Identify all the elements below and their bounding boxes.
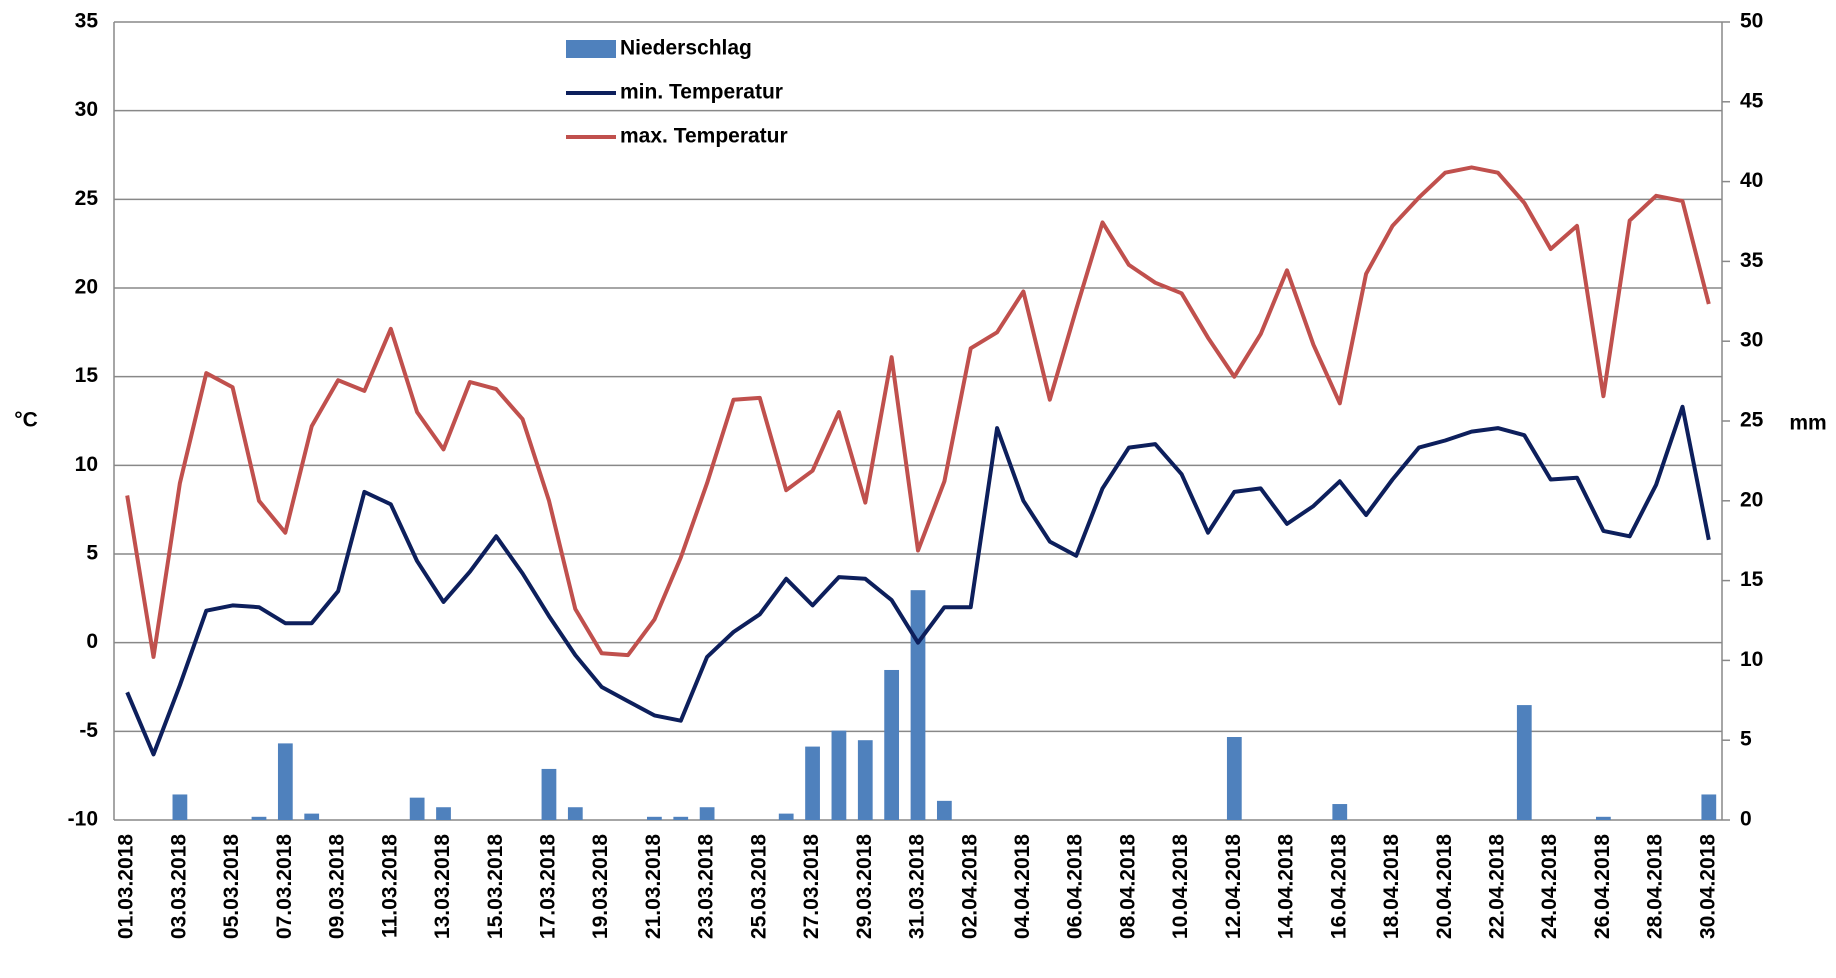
y-tick-label: 35 — [75, 10, 99, 33]
bar — [699, 807, 715, 820]
y-axis-label: °C — [14, 409, 38, 432]
bar — [172, 794, 188, 820]
y2-tick-label: 50 — [1740, 10, 1763, 33]
x-tick-label: 06.04.2018 — [1064, 834, 1087, 939]
bar — [647, 816, 662, 820]
bar — [409, 797, 425, 820]
bar — [251, 816, 267, 820]
x-tick-label: 07.03.2018 — [273, 834, 296, 939]
x-tick-label: 04.04.2018 — [1011, 834, 1034, 939]
y2-tick-label: 45 — [1740, 89, 1764, 112]
x-tick-label: 27.03.2018 — [800, 834, 823, 939]
y-tick-label: 0 — [86, 630, 98, 653]
legend-label: Niederschlag — [620, 37, 752, 60]
y2-tick-label: 10 — [1740, 648, 1763, 671]
y-tick-label: 5 — [86, 542, 98, 565]
bar — [1332, 804, 1348, 820]
x-tick-label: 17.03.2018 — [536, 834, 559, 939]
y-tick-label: -10 — [68, 808, 98, 831]
x-tick-label: 03.03.2018 — [167, 834, 190, 939]
x-tick-label: 18.04.2018 — [1380, 834, 1403, 939]
y2-tick-label: 30 — [1740, 329, 1763, 352]
bar — [1701, 794, 1717, 820]
bar — [805, 746, 820, 820]
x-tick-label: 21.03.2018 — [642, 834, 665, 939]
bar — [436, 807, 451, 820]
x-tick-label: 20.04.2018 — [1433, 834, 1456, 939]
x-tick-label: 19.03.2018 — [589, 834, 612, 939]
y-tick-label: 25 — [75, 187, 99, 210]
y2-tick-label: 0 — [1740, 808, 1752, 831]
x-tick-label: 01.03.2018 — [115, 834, 138, 939]
line — [125, 165, 1711, 659]
bar — [857, 740, 873, 820]
x-tick-label: 22.04.2018 — [1485, 834, 1508, 939]
x-tick-label: 15.03.2018 — [484, 834, 507, 939]
y2-tick-label: 40 — [1740, 169, 1763, 192]
bar — [831, 730, 847, 820]
x-tick-label: 14.04.2018 — [1275, 834, 1298, 939]
bar — [567, 807, 583, 820]
bar — [673, 816, 689, 820]
legend-label: min. Temperatur — [620, 81, 783, 104]
x-tick-label: 23.03.2018 — [695, 834, 718, 939]
x-tick-label: 08.04.2018 — [1116, 834, 1139, 939]
x-tick-label: 24.04.2018 — [1538, 834, 1561, 939]
legend-label: max. Temperatur — [620, 125, 788, 148]
y-tick-label: 10 — [75, 453, 98, 476]
y-tick-label: -5 — [79, 719, 98, 742]
y2-tick-label: 35 — [1740, 249, 1764, 272]
x-tick-label: 25.03.2018 — [747, 834, 770, 939]
bar — [778, 813, 794, 820]
bar — [1226, 737, 1242, 820]
x-tick-label: 13.03.2018 — [431, 834, 454, 939]
x-tick-label: 28.04.2018 — [1644, 834, 1667, 939]
bar — [1595, 816, 1611, 820]
x-tick-label: 29.03.2018 — [853, 834, 876, 939]
x-tick-label: 09.03.2018 — [326, 834, 349, 939]
y-tick-label: 20 — [75, 276, 98, 299]
x-tick-label: 05.03.2018 — [220, 834, 243, 939]
bar — [304, 813, 320, 820]
x-tick-label: 10.04.2018 — [1169, 834, 1192, 939]
bar — [936, 800, 952, 820]
y2-tick-label: 15 — [1740, 568, 1764, 591]
x-tick-label: 02.04.2018 — [958, 834, 981, 939]
y2-axis-label: mm — [1789, 412, 1826, 435]
bar — [910, 590, 926, 820]
y2-tick-label: 20 — [1740, 488, 1763, 511]
y2-tick-label: 5 — [1740, 728, 1752, 751]
x-tick-label: 11.03.2018 — [378, 834, 401, 938]
x-tick-label: 30.04.2018 — [1696, 834, 1719, 939]
line — [125, 404, 1711, 757]
y-tick-label: 30 — [75, 98, 98, 121]
x-tick-label: 26.04.2018 — [1591, 834, 1614, 939]
bar — [277, 743, 293, 820]
bar — [541, 768, 557, 820]
y-tick-label: 15 — [75, 364, 99, 387]
y2-tick-label: 25 — [1740, 409, 1764, 432]
x-tick-label: 16.04.2018 — [1327, 834, 1350, 939]
x-tick-label: 31.03.2018 — [906, 834, 929, 939]
legend-swatch — [566, 40, 616, 58]
bar — [884, 669, 900, 820]
bar — [1516, 705, 1532, 820]
x-tick-label: 12.04.2018 — [1222, 834, 1245, 939]
